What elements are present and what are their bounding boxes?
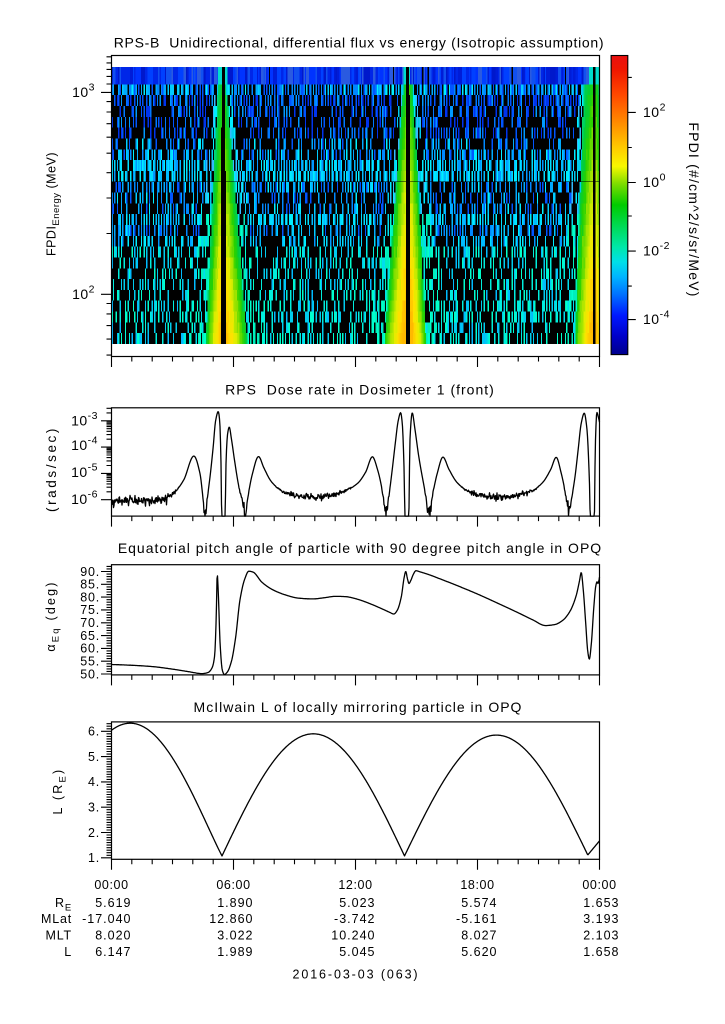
svg-text:1.890: 1.890: [217, 896, 253, 910]
svg-text:-5.161: -5.161: [456, 912, 497, 926]
svg-text:5.619: 5.619: [95, 896, 131, 910]
svg-text:(rads/sec): (rads/sec): [44, 426, 59, 512]
svg-text:1.: 1.: [88, 851, 100, 865]
svg-text:MLT: MLT: [46, 928, 72, 942]
svg-text:00:00: 00:00: [94, 878, 128, 892]
svg-text:6.: 6.: [88, 725, 100, 739]
svg-text:-3.742: -3.742: [334, 912, 375, 926]
svg-text:2016-03-03 (063): 2016-03-03 (063): [293, 967, 420, 981]
svg-text:MLat: MLat: [41, 912, 72, 926]
svg-text:10.240: 10.240: [331, 928, 375, 942]
svg-text:McIlwain L of locally mirrorin: McIlwain L of locally mirroring particle…: [194, 699, 523, 715]
svg-text:60.: 60.: [80, 642, 100, 656]
svg-text:00:00: 00:00: [582, 878, 616, 892]
svg-text:RPS-B Unidirectional, differe: RPS-B Unidirectional, differential flux …: [114, 35, 604, 51]
svg-text:3.022: 3.022: [217, 928, 253, 942]
svg-text:3.: 3.: [88, 801, 100, 815]
svg-text:80.: 80.: [80, 590, 100, 604]
svg-text:2.103: 2.103: [583, 928, 619, 942]
svg-text:4.: 4.: [88, 775, 100, 789]
svg-text:1.989: 1.989: [217, 945, 253, 959]
svg-text:85.: 85.: [80, 578, 100, 592]
svg-text:1.658: 1.658: [583, 945, 619, 959]
svg-text:90.: 90.: [80, 565, 100, 579]
svg-text:1.653: 1.653: [583, 896, 619, 910]
svg-text:-17.040: -17.040: [82, 912, 131, 926]
svg-text:8.027: 8.027: [461, 928, 497, 942]
svg-text:5.023: 5.023: [339, 896, 375, 910]
svg-text:12.860: 12.860: [209, 912, 253, 926]
svg-text:75.: 75.: [80, 603, 100, 617]
svg-text:3.193: 3.193: [583, 912, 619, 926]
svg-text:55.: 55.: [80, 655, 100, 669]
svg-text:5.574: 5.574: [461, 896, 497, 910]
svg-text:L: L: [64, 945, 72, 959]
svg-text:18:00: 18:00: [460, 878, 494, 892]
svg-text:FPDI (#/cm^2/s/sr/MeV): FPDI (#/cm^2/s/sr/MeV): [686, 122, 702, 297]
svg-text:50.: 50.: [80, 667, 100, 681]
svg-text:Equatorial pitch angle of part: Equatorial pitch angle of particle with …: [118, 540, 602, 556]
svg-text:FPDIEnergy (MeV): FPDIEnergy (MeV): [45, 152, 63, 256]
svg-text:12:00: 12:00: [338, 878, 372, 892]
svg-text:70.: 70.: [80, 616, 100, 630]
svg-text:6.147: 6.147: [95, 945, 131, 959]
svg-text:8.020: 8.020: [95, 928, 131, 942]
svg-text:06:00: 06:00: [216, 878, 250, 892]
svg-text:5.045: 5.045: [339, 945, 375, 959]
svg-text:5.: 5.: [88, 750, 100, 764]
svg-text:5.620: 5.620: [461, 945, 497, 959]
svg-text:RPS Dose rate in Dosimeter 1: RPS Dose rate in Dosimeter 1 (front): [225, 381, 495, 397]
svg-text:65.: 65.: [80, 629, 100, 643]
svg-text:2.: 2.: [88, 826, 100, 840]
